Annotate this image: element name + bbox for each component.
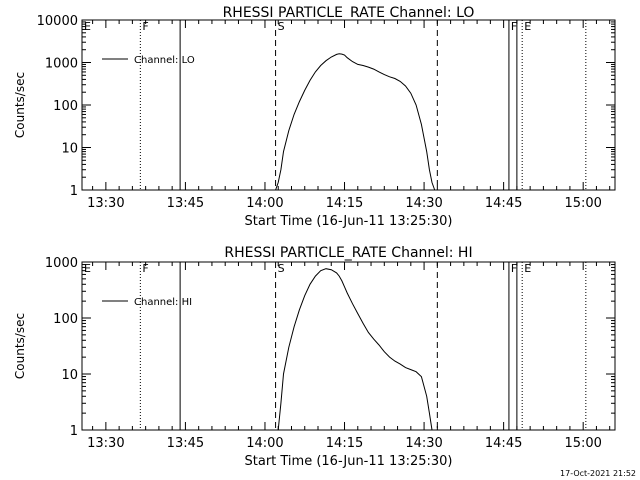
chart-panel-2: RHESSI PARTICLE_RATE Channel: HI Start Ti…	[13, 245, 616, 469]
x-tick-label: 14:00	[246, 196, 283, 211]
x-tick-label: 14:30	[405, 436, 442, 451]
plot-frame	[81, 19, 616, 191]
chart-title: RHESSI PARTICLE_RATE Channel: LO	[223, 5, 475, 21]
event-marker-label: E	[84, 262, 91, 275]
x-tick-label: 15:00	[564, 436, 601, 451]
legend-label: Channel: LO	[134, 55, 195, 66]
series-line	[277, 268, 433, 431]
chart-title: RHESSI PARTICLE_RATE Channel: HI	[224, 245, 472, 261]
y-tick-label: 10	[61, 368, 78, 383]
event-marker-label: F	[511, 262, 517, 275]
y-axis-label: Counts/sec	[13, 313, 27, 379]
event-marker-label: F	[142, 20, 148, 33]
y-tick-label: 100	[53, 99, 78, 114]
x-tick-label: 14:45	[485, 196, 522, 211]
x-tick-label: 13:30	[87, 436, 124, 451]
y-tick-label: 10	[61, 142, 78, 157]
y-tick-label: 10000	[37, 14, 78, 29]
y-tick-label: 1000	[45, 57, 78, 72]
series-line	[275, 53, 436, 191]
chart-panel-1: RHESSI PARTICLE_RATE Channel: LO Start Ti…	[13, 5, 616, 229]
x-axis-label: Start Time (16-Jun-11 13:25:30)	[245, 214, 453, 229]
x-tick-label: 15:00	[564, 196, 601, 211]
legend-label: Channel: HI	[134, 297, 192, 308]
x-tick-label: 13:30	[87, 196, 124, 211]
event-marker-label: S	[278, 20, 285, 33]
event-marker-label: E	[84, 20, 91, 33]
x-tick-label: 13:45	[167, 436, 204, 451]
event-marker-label: F	[511, 20, 517, 33]
x-tick-label: 14:15	[326, 196, 363, 211]
x-tick-label: 14:00	[246, 436, 283, 451]
x-tick-label: 14:15	[326, 436, 363, 451]
event-marker-label: E	[524, 20, 531, 33]
y-tick-label: 100	[53, 312, 78, 327]
x-tick-label: 13:45	[167, 196, 204, 211]
x-tick-label: 14:30	[405, 196, 442, 211]
y-tick-label: 1	[70, 424, 78, 439]
event-marker-label: S	[278, 262, 285, 275]
y-axis-label: Counts/sec	[13, 72, 27, 138]
event-marker-label: E	[524, 262, 531, 275]
x-tick-label: 14:45	[485, 436, 522, 451]
x-axis-label: Start Time (16-Jun-11 13:25:30)	[245, 454, 453, 469]
plot-frame	[81, 261, 616, 431]
y-tick-label: 1	[70, 184, 78, 199]
y-tick-label: 1000	[45, 256, 78, 271]
event-marker-label: F	[142, 262, 148, 275]
timestamp: 17-Oct-2021 21:52	[560, 469, 636, 478]
